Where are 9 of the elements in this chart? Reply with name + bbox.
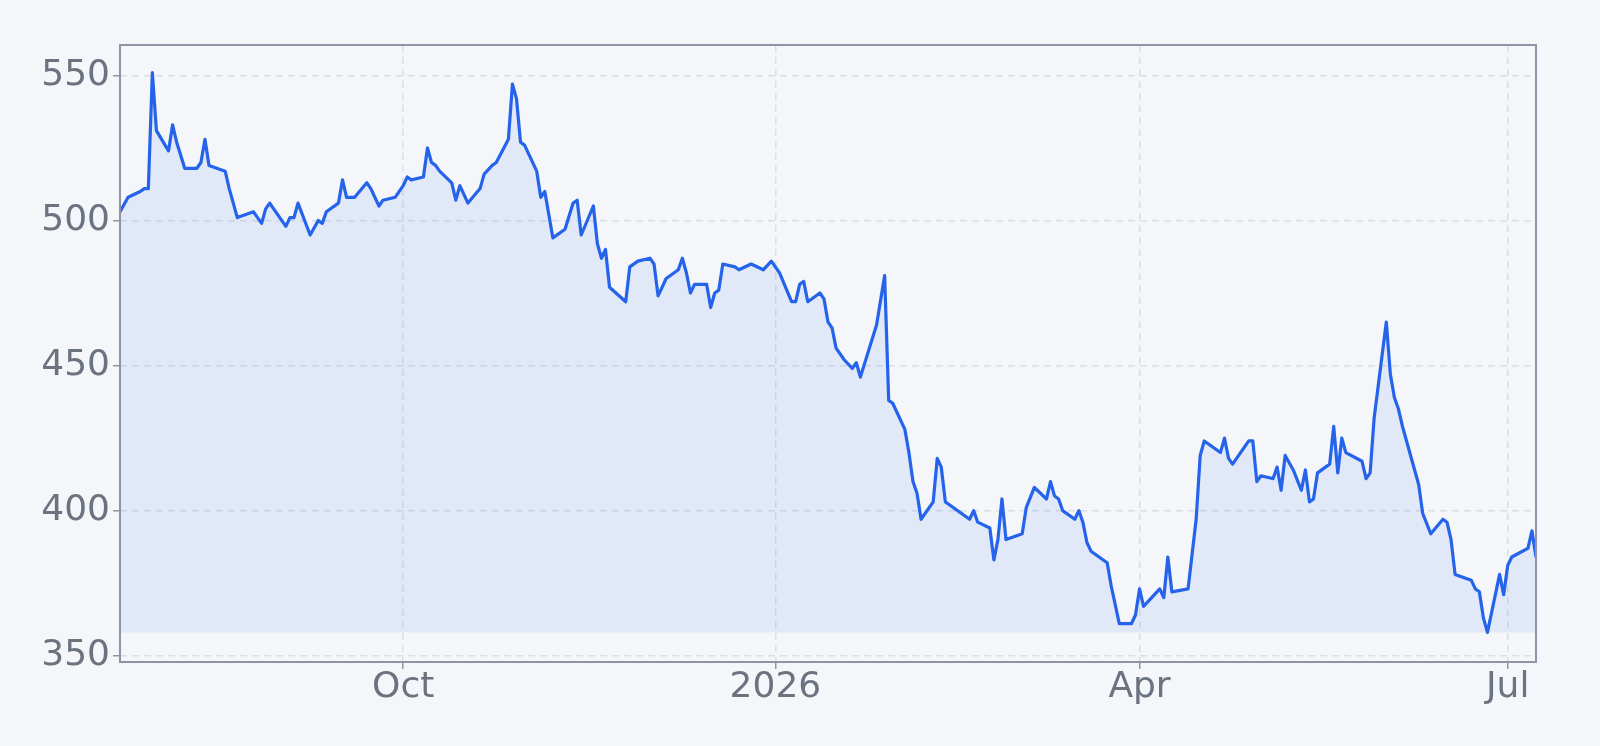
x-tick-label: Oct [372,663,435,705]
y-tick-label: 400 [41,486,110,528]
x-tick-label: Apr [1108,663,1171,705]
x-tick-label: 2026 [729,663,822,705]
y-tick-label: 550 [41,51,110,93]
x-tick-label: Jul [1483,663,1530,705]
y-tick-label: 450 [41,341,110,383]
y-tick-label: 350 [41,631,110,673]
y-tick-label: 500 [41,196,110,238]
